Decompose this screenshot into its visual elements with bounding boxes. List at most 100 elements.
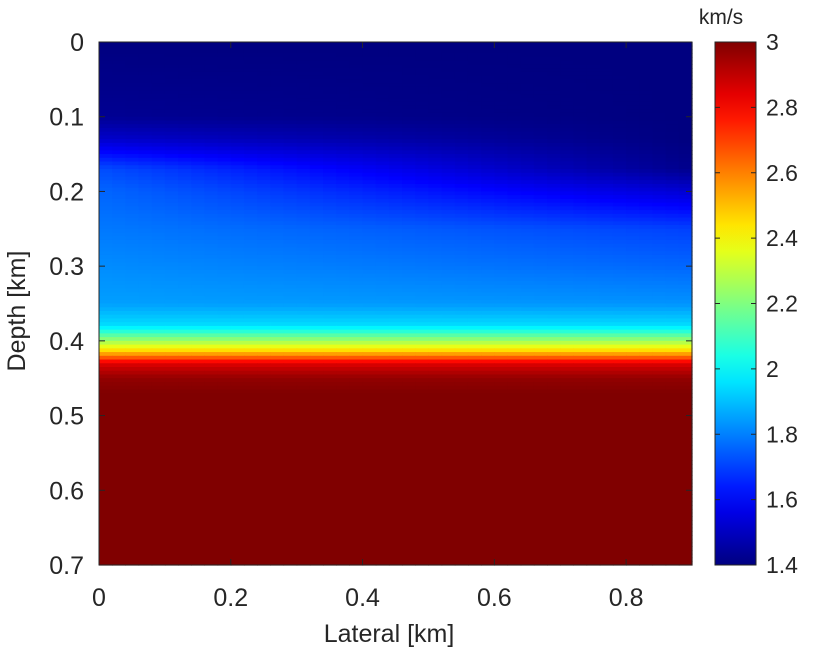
heatmap-cell <box>283 53 298 58</box>
heatmap-cell <box>402 281 416 286</box>
heatmap-cell <box>467 146 482 151</box>
heatmap-cell <box>639 236 654 241</box>
heatmap-cell <box>125 340 140 346</box>
heatmap-cell <box>138 228 153 234</box>
heatmap-cell <box>217 53 232 58</box>
heatmap-cell <box>151 396 166 402</box>
heatmap-cell <box>99 109 113 114</box>
heatmap-cell <box>612 277 627 282</box>
heatmap-cell <box>494 359 509 364</box>
heatmap-cell <box>323 445 337 450</box>
heatmap-cell <box>402 49 416 54</box>
heatmap-cell <box>573 367 588 372</box>
heatmap-cell <box>507 340 522 346</box>
heatmap-cell <box>243 243 258 249</box>
heatmap-cell <box>494 329 509 334</box>
heatmap-cell <box>678 430 693 435</box>
heatmap-cell <box>652 262 667 267</box>
heatmap-cell <box>467 396 482 402</box>
heatmap-cell <box>665 325 680 331</box>
heatmap-cell <box>533 378 548 383</box>
heatmap-cell <box>612 307 627 312</box>
heatmap-cell <box>415 445 430 450</box>
heatmap-cell <box>481 400 495 405</box>
heatmap-cell <box>533 176 548 181</box>
heatmap-cell <box>388 124 403 129</box>
heatmap-cell <box>336 124 350 129</box>
heatmap-cell <box>309 404 324 409</box>
heatmap-cell <box>428 142 443 148</box>
heatmap-cell <box>375 434 390 439</box>
heatmap-cell <box>349 49 364 54</box>
heatmap-cell <box>599 150 614 155</box>
heatmap-cell <box>151 116 166 122</box>
heatmap-cell <box>388 277 403 282</box>
heatmap-cell <box>191 344 206 349</box>
heatmap-cell <box>243 112 258 118</box>
heatmap-cell <box>362 120 377 125</box>
heatmap-cell <box>626 165 640 170</box>
heatmap-cell <box>520 430 535 435</box>
heatmap-cell <box>652 378 667 383</box>
heatmap-cell <box>520 396 535 402</box>
heatmap-cell <box>336 161 350 166</box>
heatmap-cell <box>441 367 456 372</box>
heatmap-cell <box>257 217 271 222</box>
heatmap-cell <box>573 221 588 226</box>
heatmap-cell <box>652 310 667 316</box>
heatmap-cell <box>415 266 430 271</box>
heatmap-cell <box>257 154 271 159</box>
heatmap-cell <box>323 109 337 114</box>
heatmap-cell <box>323 303 337 308</box>
heatmap-cell <box>599 254 614 260</box>
heatmap-cell <box>599 239 614 245</box>
heatmap-cell <box>599 139 614 144</box>
heatmap-cell <box>125 60 140 66</box>
heatmap-cell <box>573 269 588 275</box>
heatmap-cell <box>626 56 640 62</box>
heatmap-cell <box>164 172 179 178</box>
heatmap-cell <box>428 157 443 163</box>
heatmap-cell <box>665 419 680 424</box>
heatmap-cell <box>402 195 416 200</box>
heatmap-cell <box>204 385 219 391</box>
heatmap-cell <box>125 109 140 114</box>
heatmap-cell <box>547 53 561 58</box>
heatmap-cell <box>283 187 298 193</box>
heatmap-cell <box>494 64 509 69</box>
heatmap-cell <box>270 344 285 349</box>
heatmap-cell <box>112 79 126 84</box>
heatmap-cell <box>428 86 443 92</box>
heatmap-cell <box>467 64 482 69</box>
heatmap-cell <box>402 98 416 103</box>
heatmap-cell <box>257 206 271 211</box>
heatmap-cell <box>665 228 680 234</box>
heatmap-cell <box>467 303 482 308</box>
heatmap-cell <box>678 352 693 357</box>
heatmap-cell <box>257 310 271 316</box>
heatmap-cell <box>204 101 219 107</box>
heatmap-cell <box>243 322 258 327</box>
heatmap-cell <box>415 176 430 181</box>
heatmap-cell <box>164 254 179 260</box>
heatmap-cell <box>217 408 232 413</box>
heatmap-cell <box>626 135 640 140</box>
heatmap-cell <box>323 221 337 226</box>
heatmap-cell <box>612 120 627 125</box>
heatmap-cell <box>547 71 561 77</box>
heatmap-cell <box>125 269 140 275</box>
heatmap-cell <box>323 86 337 92</box>
heatmap-cell <box>428 266 443 271</box>
heatmap-cell <box>481 105 495 110</box>
heatmap-cell <box>428 139 443 144</box>
heatmap-cell <box>362 340 377 346</box>
heatmap-cell <box>639 299 654 305</box>
heatmap-cell <box>336 232 350 237</box>
heatmap-cell <box>507 277 522 282</box>
heatmap-cell <box>112 374 126 379</box>
heatmap-cell <box>362 42 377 47</box>
heatmap-cell <box>481 381 495 387</box>
heatmap-cell <box>125 333 140 338</box>
heatmap-cell <box>309 116 324 122</box>
heatmap-cell <box>138 329 153 334</box>
